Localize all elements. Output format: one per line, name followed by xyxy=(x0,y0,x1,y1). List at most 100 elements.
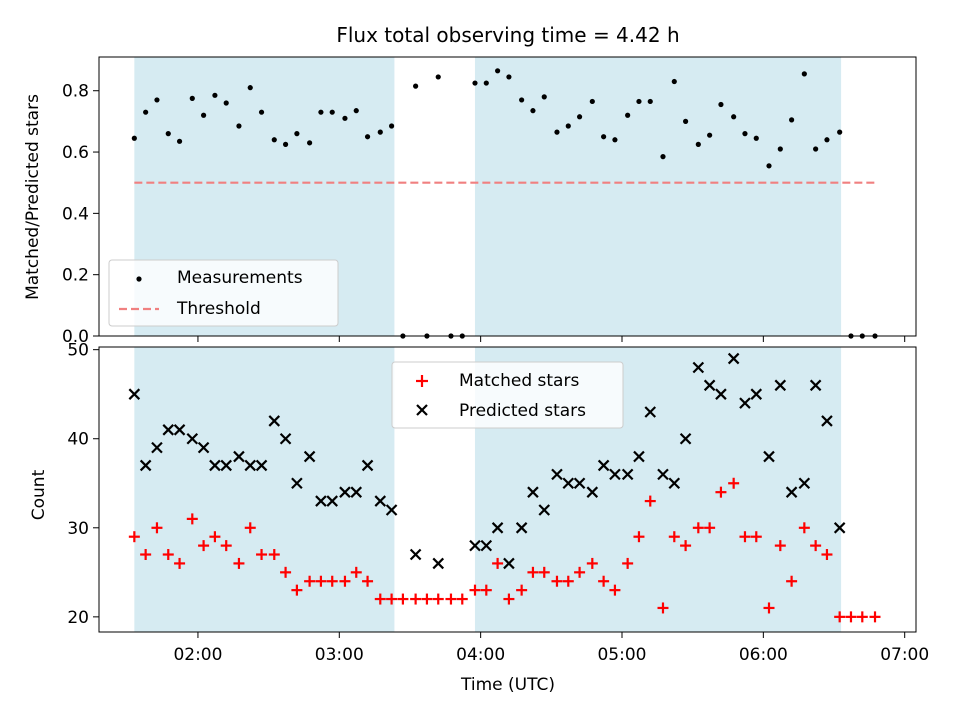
bottom-y-tick-label: 30 xyxy=(67,519,89,539)
predicted-star-point xyxy=(244,459,257,472)
measurement-point xyxy=(388,123,395,129)
matched-star-point xyxy=(220,540,232,552)
predicted-star-point xyxy=(750,388,763,400)
top-y-label: Matched/Predicted stars xyxy=(23,94,43,300)
matched-star-point xyxy=(421,593,433,605)
predicted-star-point xyxy=(151,441,163,454)
predicted-star-point xyxy=(139,459,152,472)
measurement-point xyxy=(236,123,242,129)
measurement-point xyxy=(495,68,501,74)
measurement-point xyxy=(271,137,277,143)
predicted-star-point xyxy=(798,477,811,490)
matched-star-point xyxy=(798,522,810,534)
measurement-point xyxy=(131,135,137,141)
measurement-point xyxy=(683,118,689,124)
predicted-star-point xyxy=(480,539,493,552)
predicted-star-point xyxy=(303,450,316,463)
matched-star-point xyxy=(410,593,422,605)
predicted-star-point xyxy=(279,432,292,445)
predicted-star-point xyxy=(503,557,515,570)
measurement-point xyxy=(813,146,819,152)
matched-star-point xyxy=(326,575,338,587)
measurement-point xyxy=(554,129,560,135)
matched-star-point xyxy=(469,584,481,596)
bottom-y-tick-label: 40 xyxy=(67,430,89,450)
x-tick-label: 04:00 xyxy=(456,645,505,665)
matched-star-point xyxy=(480,584,492,596)
matched-star-point xyxy=(586,557,598,569)
matched-star-point xyxy=(633,531,645,543)
predicted-star-point xyxy=(774,379,787,392)
predicted-star-point xyxy=(833,522,846,534)
predicted-star-point xyxy=(538,504,551,516)
matched-star-point xyxy=(715,486,727,498)
predicted-star-point xyxy=(186,432,199,445)
bottom-y-axis: 20 30 40 50 xyxy=(67,341,99,628)
measurement-point xyxy=(472,80,478,86)
top-y-tick-label: 0.0 xyxy=(62,327,89,347)
top-axes-frame xyxy=(98,56,917,337)
measurement-point xyxy=(576,114,583,120)
measurement-point xyxy=(837,129,843,135)
matched-star-point xyxy=(869,611,881,623)
predicted-star-point xyxy=(220,459,232,472)
legend-predicted-label: Predicted stars xyxy=(459,401,586,421)
measurement-point xyxy=(707,132,713,138)
predicted-star-point xyxy=(809,379,822,392)
matched-star-point xyxy=(562,575,574,587)
legend-matched-marker xyxy=(416,375,428,387)
predicted-star-point xyxy=(209,459,221,472)
measurement-point xyxy=(824,137,830,143)
predicted-star-point xyxy=(315,495,327,507)
measurement-point xyxy=(671,78,677,85)
matched-star-point xyxy=(845,611,857,623)
measurement-point xyxy=(625,112,631,118)
predicted-star-point xyxy=(668,477,681,490)
matched-star-point xyxy=(834,611,846,623)
top-legend: Measurements Threshold xyxy=(108,259,339,327)
matched-star-point xyxy=(140,549,152,561)
measurement-point xyxy=(189,95,195,101)
predicted-star-point xyxy=(361,459,374,472)
legend-measurements-marker xyxy=(136,276,142,282)
matched-star-point xyxy=(151,522,163,534)
matched-star-point xyxy=(657,602,669,614)
matched-star-point xyxy=(668,531,680,543)
matched-star-point xyxy=(162,549,174,561)
top-shaded-intervals xyxy=(134,57,842,336)
bottom-y-label: Count xyxy=(29,469,49,520)
matched-star-point xyxy=(362,575,374,587)
x-tick-label: 03:00 xyxy=(315,645,364,665)
measurement-point xyxy=(660,154,666,160)
matched-star-point xyxy=(186,513,198,525)
matched-stars-series xyxy=(128,477,881,623)
matched-star-point xyxy=(692,522,704,534)
top-y-tick-label: 0.4 xyxy=(62,204,89,224)
predicted-star-point xyxy=(432,557,445,570)
matched-star-point xyxy=(551,575,563,587)
legend-predicted-marker xyxy=(416,404,428,416)
measurement-point xyxy=(589,98,595,105)
predicted-star-point xyxy=(715,388,727,400)
bottom-y-tick-label: 20 xyxy=(67,608,89,628)
legend-threshold-label: Threshold xyxy=(176,299,261,319)
measurement-point xyxy=(307,140,313,146)
matched-star-point xyxy=(503,593,515,605)
predicted-star-point xyxy=(573,477,586,490)
measurement-point xyxy=(294,131,300,137)
matched-star-point xyxy=(397,593,409,605)
top-y-axis: 0.0 0.2 0.4 0.6 0.8 xyxy=(62,82,99,347)
matched-star-point xyxy=(516,584,528,596)
matched-star-point xyxy=(750,531,762,543)
top-shaded-interval-2 xyxy=(474,57,842,336)
matched-star-point xyxy=(527,566,539,578)
measurement-point xyxy=(541,94,547,100)
predicted-star-point xyxy=(562,477,575,490)
measurement-point xyxy=(636,98,642,105)
predicted-star-point xyxy=(385,504,398,516)
matched-star-point xyxy=(574,566,586,578)
predicted-star-point xyxy=(703,379,716,392)
matched-star-point xyxy=(339,575,351,587)
predicted-stars-series xyxy=(128,352,846,570)
